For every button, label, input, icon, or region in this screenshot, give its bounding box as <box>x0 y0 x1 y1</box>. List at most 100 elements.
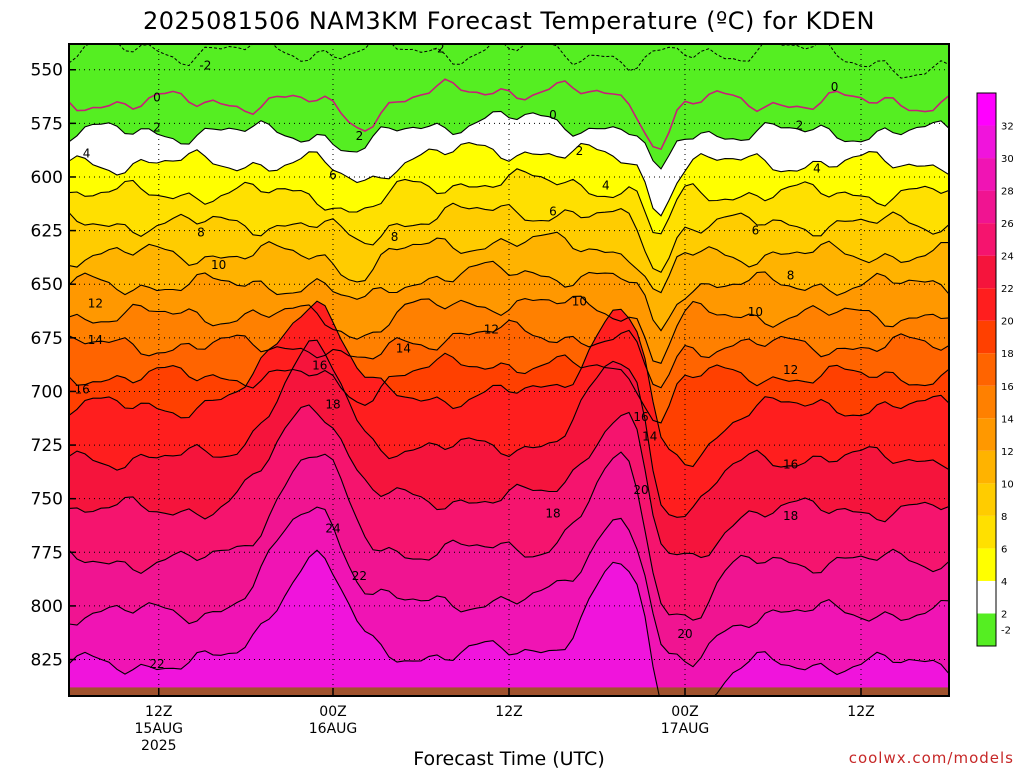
contour-label: 10 <box>748 305 763 319</box>
contour-label: 10 <box>211 258 226 272</box>
colorbar-swatch <box>977 158 996 191</box>
contour-label: -2 <box>433 41 445 55</box>
contour-label: 12 <box>88 297 103 311</box>
pressure-axis: 550 575 600 625 650 675 700 725 750 775 800 825 <box>31 61 76 671</box>
colorbar-swatch <box>977 548 996 581</box>
colorbar-label: 12 <box>1001 447 1014 458</box>
colorbar-swatch <box>977 353 996 386</box>
colorbar-swatch <box>977 125 996 159</box>
band-minus2 <box>69 44 949 79</box>
colorbar-label: 24 <box>1001 252 1014 263</box>
colorbar-label: 32 <box>1001 122 1014 133</box>
contour-label: 0 <box>549 108 557 122</box>
contour-label: 0 <box>153 91 161 105</box>
isotherm-24 <box>69 404 949 559</box>
contour-label: 16 <box>75 382 90 396</box>
x-tick-label: 2025 <box>141 738 177 754</box>
y-tick-label: 600 <box>31 168 63 188</box>
contour-label: 6 <box>549 204 557 218</box>
colorbar-swatch <box>977 515 996 549</box>
x-tick-label: 00Z <box>319 704 346 720</box>
colorbar-swatch <box>977 385 996 419</box>
colorbar-swatch <box>977 418 996 451</box>
colorbar-label: 16 <box>1001 382 1014 393</box>
colorbar-swatch <box>977 255 996 289</box>
chart-title: 2025081506 NAM3KM Forecast Temperature (… <box>143 7 875 35</box>
y-tick-label: 675 <box>31 329 63 349</box>
contour-label: 16 <box>633 410 648 424</box>
contour-label: 6 <box>329 168 337 182</box>
contour-label: 2 <box>796 119 804 133</box>
colorbar-label: 18 <box>1001 349 1014 360</box>
colorbar-label: 26 <box>1001 219 1014 230</box>
contour-label: 10 <box>572 294 587 308</box>
y-tick-label: 825 <box>31 651 63 671</box>
colorbar-frame <box>976 92 997 647</box>
contour-label: 2 <box>576 144 584 158</box>
colorbar-label: 8 <box>1001 512 1007 523</box>
x-tick-label: 12Z <box>495 704 522 720</box>
colorbar-label: 30 <box>1001 154 1014 165</box>
colorbar-label: 6 <box>1001 544 1007 555</box>
isotherm-28 <box>69 506 949 668</box>
contour-label: 8 <box>391 230 399 244</box>
credit-text: coolwx.com/models <box>849 749 1014 767</box>
colorbar-swatch <box>977 288 996 321</box>
colorbar-label: 10 <box>1001 479 1014 490</box>
colorbar-swatch <box>977 320 996 354</box>
y-tick-label: 750 <box>31 490 63 510</box>
contour-label: 14 <box>396 342 411 356</box>
colorbar-swatch <box>977 483 996 516</box>
contour-lines <box>69 44 949 696</box>
colorbar-swatch <box>977 613 996 646</box>
contour-label: 12 <box>783 363 798 377</box>
x-axis-title: Forecast Time (UTC) <box>413 748 604 768</box>
isotherm-4 <box>69 142 949 217</box>
isotherm-0 <box>69 78 949 151</box>
contour-label: 22 <box>149 657 164 671</box>
contour-label: 4 <box>602 179 610 193</box>
isotherm-22 <box>69 339 949 518</box>
y-tick-label: 550 <box>31 61 63 81</box>
colorbar-label: 20 <box>1001 317 1014 328</box>
colorbar-label: 2 <box>1001 609 1007 620</box>
contour-label: 0 <box>831 80 839 94</box>
isotherm-2 <box>69 110 949 170</box>
isotherm-16 <box>69 319 949 389</box>
y-tick-label: 800 <box>31 597 63 617</box>
contour-label: -2 <box>199 58 211 72</box>
contour-label: 6 <box>752 224 760 238</box>
x-tick-label: 17AUG <box>661 721 710 737</box>
colorbar-swatch <box>977 190 996 224</box>
grid-lines <box>69 44 949 696</box>
isotherm-10 <box>69 231 949 294</box>
contour-label: 2 <box>356 129 364 143</box>
x-tick-label: 16AUG <box>309 721 358 737</box>
y-tick-label: 650 <box>31 275 63 295</box>
y-tick-label: 725 <box>31 436 63 456</box>
isotherm-6 <box>69 168 949 235</box>
contour-label: 24 <box>325 522 340 536</box>
contour-label: 2 <box>153 121 161 135</box>
contour-label: 20 <box>677 627 692 641</box>
contour-label: 8 <box>197 226 205 240</box>
colorbar-swatch <box>977 450 996 484</box>
contour-label: 14 <box>88 333 103 347</box>
isotherm-14 <box>69 295 949 364</box>
contour-label: 18 <box>325 397 340 411</box>
y-tick-label: 775 <box>31 543 63 563</box>
colorbar-swatch <box>977 223 996 256</box>
x-tick-label: 15AUG <box>135 721 184 737</box>
colorbar-swatch <box>977 580 996 614</box>
isotherm-26 <box>69 451 949 621</box>
contour-label: 16 <box>312 359 327 373</box>
colorbar-label: 14 <box>1001 414 1014 425</box>
contour-label: 14 <box>642 429 657 443</box>
contour-label: 8 <box>787 269 795 283</box>
contour-label: 16 <box>783 457 798 471</box>
y-tick-label: 625 <box>31 222 63 242</box>
x-tick-label: 12Z <box>145 704 172 720</box>
